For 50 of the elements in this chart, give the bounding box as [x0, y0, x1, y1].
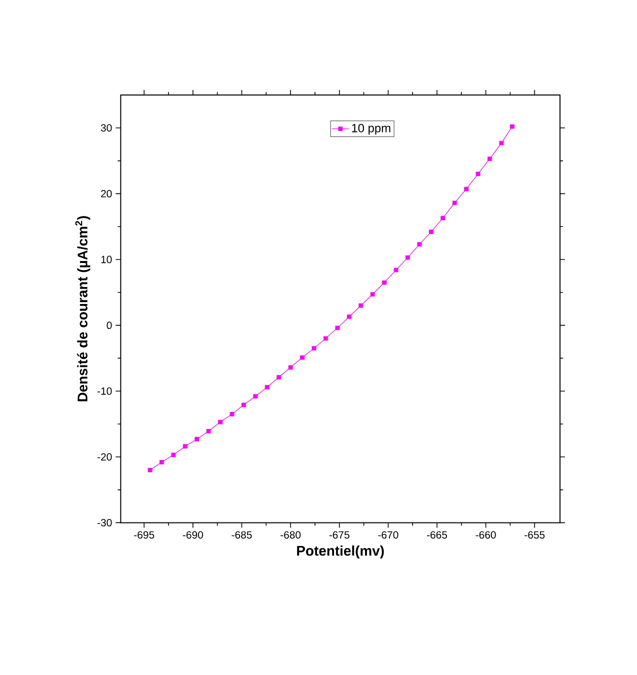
- point: [206, 429, 211, 434]
- point: [428, 230, 434, 234]
- legend-label: 10 ppm: [352, 124, 390, 135]
- y-tick-label: 10: [101, 256, 112, 264]
- y-tick-label: 30: [100, 124, 112, 132]
- point: [406, 255, 410, 260]
- x-tick-label: -660: [476, 531, 496, 539]
- x-tick-label: -695: [134, 531, 154, 539]
- x-tick-label: -665: [426, 531, 448, 539]
- point: [452, 200, 457, 206]
- x-tick-label: -685: [232, 531, 252, 539]
- point: [358, 303, 364, 308]
- y-tick-label: -30: [98, 518, 112, 526]
- point: [160, 460, 164, 464]
- x-tick-label: -680: [280, 531, 301, 539]
- point: [288, 365, 293, 370]
- point: [230, 412, 234, 416]
- point: [276, 375, 282, 380]
- point: [417, 242, 422, 247]
- point: [440, 216, 446, 220]
- x-tick-label: -675: [329, 531, 350, 539]
- y-axis-title: Densité de courant (µA/cm$^{2}$): [75, 216, 90, 402]
- point: [182, 444, 188, 449]
- y-tick-label: -20: [98, 453, 112, 461]
- point: [242, 402, 246, 408]
- x-tick-label: -655: [524, 531, 545, 539]
- point: [370, 292, 375, 297]
- point: [264, 384, 270, 390]
- point: [335, 326, 340, 330]
- point: [300, 355, 304, 360]
- y-tick-label: 20: [101, 190, 112, 198]
- x-tick-label: -670: [378, 531, 398, 539]
- point: [476, 172, 480, 176]
- point: [510, 124, 514, 129]
- point: [312, 346, 316, 351]
- point: [218, 420, 222, 424]
- point: [488, 156, 492, 162]
- x-axis-title: Potentiel(mv): [297, 545, 384, 558]
- point: [253, 394, 258, 399]
- point: [464, 186, 468, 192]
- point: [148, 468, 152, 472]
- point: [324, 336, 328, 341]
- point: [346, 314, 352, 319]
- y-tick-label: -10: [98, 387, 112, 395]
- point: [194, 436, 200, 442]
- point: [382, 280, 386, 285]
- point: [499, 140, 504, 146]
- y-tick-label: 0: [106, 322, 112, 329]
- x-tick-label: -690: [182, 531, 203, 539]
- point: [171, 452, 176, 458]
